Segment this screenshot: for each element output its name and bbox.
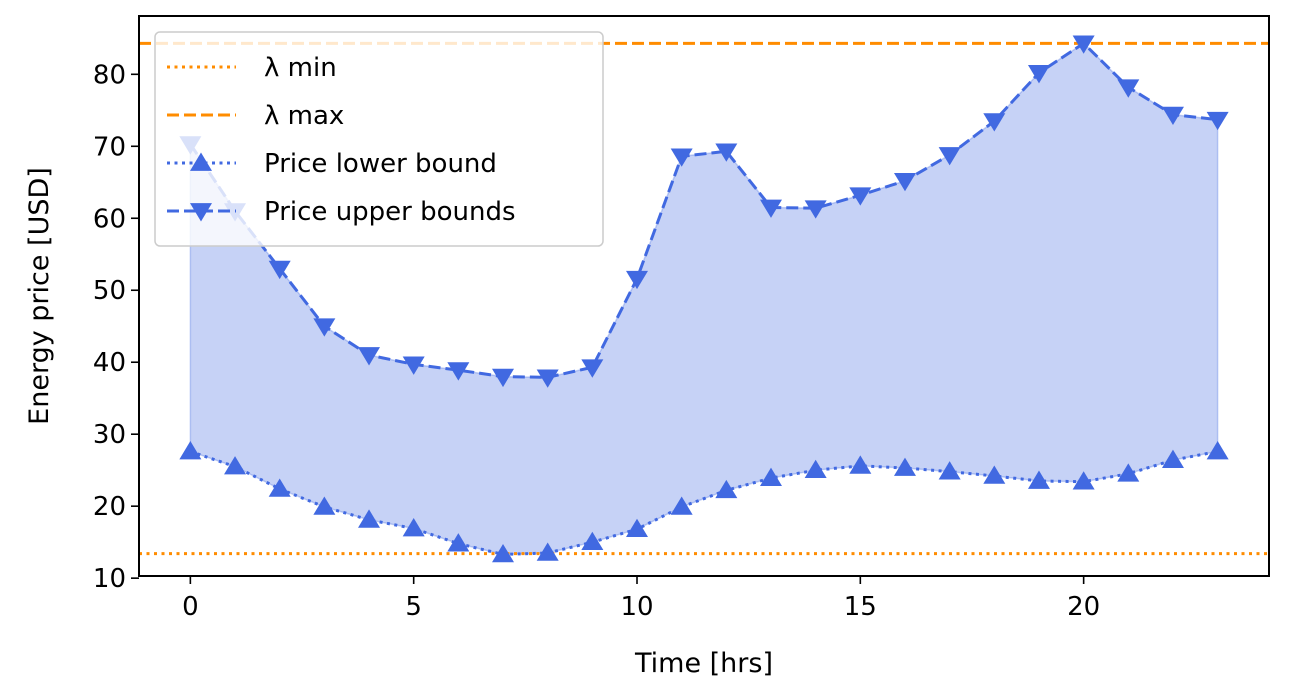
data-point-lower — [715, 479, 738, 499]
data-point-lower — [670, 496, 693, 515]
data-point-upper — [893, 172, 916, 192]
data-point-lower — [804, 459, 827, 479]
legend-marker — [190, 203, 212, 222]
y-tick-label: 60 — [93, 204, 126, 234]
data-point-lower — [893, 457, 916, 476]
data-point-upper — [626, 270, 649, 290]
data-point-upper — [849, 187, 872, 206]
x-tick-label: 5 — [405, 592, 422, 622]
data-point-lower — [1072, 471, 1095, 490]
data-point-upper — [1206, 111, 1229, 131]
data-point-lower — [983, 465, 1006, 484]
data-point-lower — [759, 467, 782, 486]
y-tick-label: 80 — [93, 60, 126, 90]
data-point-lower — [536, 542, 559, 561]
data-point-upper — [268, 260, 291, 280]
data-point-lower — [402, 518, 425, 537]
legend-marker — [190, 152, 212, 171]
data-point-upper — [1072, 35, 1095, 54]
y-tick-label: 70 — [93, 132, 126, 162]
legend-label: λ min — [264, 53, 337, 83]
data-point-lower — [358, 509, 381, 528]
legend-label: λ max — [264, 101, 344, 131]
data-point-upper — [313, 318, 336, 337]
data-point-upper — [804, 200, 827, 219]
data-point-lower — [1117, 463, 1140, 482]
data-point-lower — [268, 478, 291, 497]
series-line-upper — [189, 41, 1218, 379]
series-line-lower — [189, 450, 1218, 556]
data-point-upper — [1117, 79, 1140, 98]
plot-area — [139, 35, 1269, 563]
data-point-lower — [313, 496, 336, 515]
data-point-lower — [938, 461, 961, 480]
x-tick-label: 10 — [620, 592, 653, 622]
data-point-upper — [759, 199, 782, 218]
x-axis-label: Time [hrs] — [634, 648, 773, 679]
legend-label: Price upper bounds — [264, 197, 516, 227]
y-tick-label: 40 — [93, 348, 126, 378]
data-point-upper — [358, 347, 381, 366]
data-point-upper — [670, 148, 693, 167]
data-point-upper — [983, 113, 1006, 132]
data-point-upper — [581, 359, 604, 378]
x-tick-label: 20 — [1067, 592, 1100, 622]
x-tick-label: 0 — [182, 592, 199, 622]
data-point-lower — [581, 531, 604, 551]
y-tick-label: 10 — [93, 564, 126, 594]
data-point-upper — [938, 147, 961, 166]
data-point-upper — [402, 356, 425, 375]
x-tick-label: 15 — [844, 592, 877, 622]
data-point-lower — [626, 518, 649, 538]
y-axis-label: Energy price [USD] — [24, 167, 55, 425]
data-point-lower — [1161, 449, 1184, 468]
legend-box — [154, 31, 604, 247]
data-point-upper — [1027, 65, 1050, 84]
legend: λ min λ max Price lower bound Price upper b… — [154, 31, 604, 247]
data-point-lower — [1206, 441, 1229, 460]
data-point-lower — [447, 533, 470, 552]
y-tick-label: 50 — [93, 276, 126, 306]
axes: 0 5 10 15 20 10 20 30 40 50 60 70 80 — [93, 60, 1100, 622]
data-point-upper — [1161, 106, 1184, 126]
data-point-upper — [492, 368, 515, 388]
axes-frame — [138, 15, 1270, 577]
y-tick-label: 20 — [93, 492, 126, 522]
y-tick-label: 30 — [93, 420, 126, 450]
data-point-upper — [447, 362, 470, 381]
data-point-upper — [536, 369, 559, 388]
data-point-lower — [224, 456, 247, 475]
data-point-lower — [492, 543, 515, 563]
legend-label: Price lower bound — [264, 149, 497, 179]
data-point-lower — [849, 455, 872, 474]
data-point-lower — [1027, 470, 1050, 489]
data-point-upper — [715, 143, 738, 162]
data-point-lower — [179, 441, 202, 460]
